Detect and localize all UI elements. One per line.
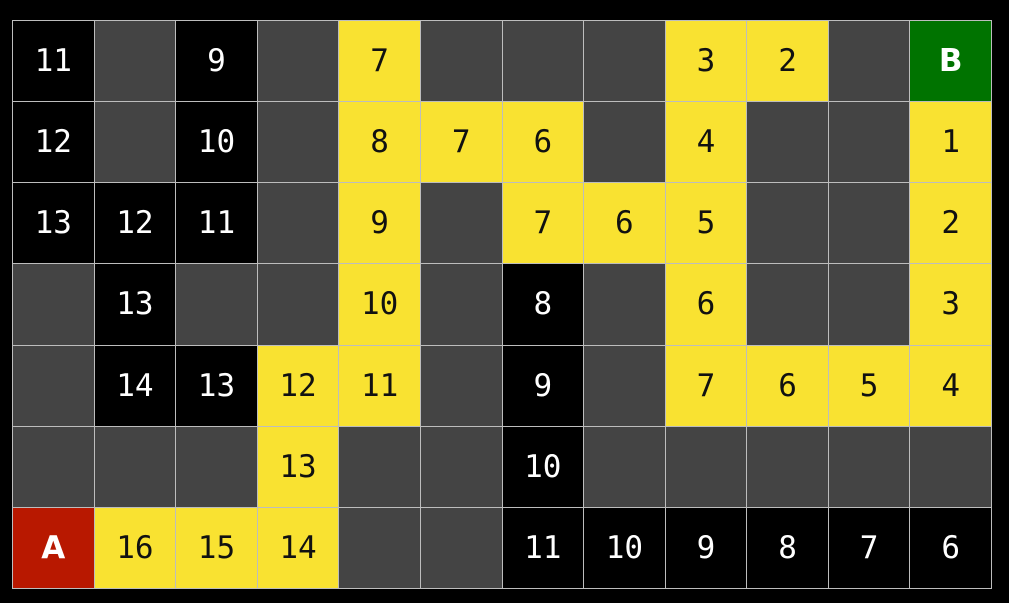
path-cell: 6 bbox=[584, 183, 666, 265]
path-cell: 16 bbox=[94, 507, 177, 589]
path-cell: 11 bbox=[339, 345, 421, 427]
wall-cell bbox=[828, 183, 911, 265]
explored-cell: 9 bbox=[502, 345, 585, 427]
wall-cell bbox=[747, 264, 829, 346]
wall-cell bbox=[584, 426, 666, 508]
wall-cell bbox=[584, 21, 666, 103]
wall-cell bbox=[13, 345, 95, 427]
explored-cell: 13 bbox=[13, 183, 95, 265]
path-cell: 4 bbox=[665, 102, 748, 184]
path-cell: 6 bbox=[665, 264, 748, 346]
explored-cell: 9 bbox=[665, 507, 748, 589]
wall-cell bbox=[665, 426, 748, 508]
wall-cell bbox=[420, 507, 503, 589]
wall-cell bbox=[420, 345, 503, 427]
wall-cell bbox=[420, 21, 503, 103]
path-cell: 13 bbox=[257, 426, 340, 508]
explored-cell: 10 bbox=[584, 507, 666, 589]
wall-cell bbox=[13, 264, 95, 346]
wall-cell bbox=[747, 426, 829, 508]
explored-cell: 13 bbox=[176, 345, 258, 427]
wall-cell bbox=[176, 426, 258, 508]
explored-cell: 6 bbox=[910, 507, 992, 589]
wall-cell bbox=[584, 345, 666, 427]
start-cell: A bbox=[13, 507, 95, 589]
path-cell: 2 bbox=[747, 21, 829, 103]
wall-cell bbox=[257, 183, 340, 265]
path-cell: 12 bbox=[257, 345, 340, 427]
path-cell: 1 bbox=[910, 102, 992, 184]
wall-cell bbox=[828, 426, 911, 508]
path-cell: 3 bbox=[910, 264, 992, 346]
wall-cell bbox=[502, 21, 585, 103]
explored-cell: 8 bbox=[747, 507, 829, 589]
explored-cell: 7 bbox=[828, 507, 911, 589]
wall-cell bbox=[257, 21, 340, 103]
path-cell: 6 bbox=[502, 102, 585, 184]
path-cell: 3 bbox=[665, 21, 748, 103]
path-cell: 15 bbox=[176, 507, 258, 589]
goal-cell: B bbox=[910, 21, 992, 103]
explored-cell: 11 bbox=[13, 21, 95, 103]
path-cell: 4 bbox=[910, 345, 992, 427]
wall-cell bbox=[420, 183, 503, 265]
explored-cell: 12 bbox=[94, 183, 177, 265]
explored-cell: 10 bbox=[176, 102, 258, 184]
explored-cell: 11 bbox=[176, 183, 258, 265]
path-cell: 8 bbox=[339, 102, 421, 184]
wall-cell bbox=[584, 264, 666, 346]
wall-cell bbox=[176, 264, 258, 346]
explored-cell: 14 bbox=[94, 345, 177, 427]
path-cell: 7 bbox=[339, 21, 421, 103]
maze-grid: 11 9 7 3 2 B 12 10 8 7 6 4 1 13 12 11 9 7 6 5 2 13 10 8 6 3 14 13 12… bbox=[12, 20, 992, 589]
path-cell: 6 bbox=[747, 345, 829, 427]
path-cell: 7 bbox=[420, 102, 503, 184]
wall-cell bbox=[828, 102, 911, 184]
explored-cell: 10 bbox=[502, 426, 585, 508]
wall-cell bbox=[747, 102, 829, 184]
wall-cell bbox=[94, 21, 177, 103]
path-cell: 7 bbox=[665, 345, 748, 427]
wall-cell bbox=[910, 426, 992, 508]
wall-cell bbox=[420, 264, 503, 346]
explored-cell: 8 bbox=[502, 264, 585, 346]
path-cell: 2 bbox=[910, 183, 992, 265]
wall-cell bbox=[13, 426, 95, 508]
path-cell: 9 bbox=[339, 183, 421, 265]
wall-cell bbox=[339, 426, 421, 508]
path-cell: 5 bbox=[828, 345, 911, 427]
explored-cell: 9 bbox=[176, 21, 258, 103]
explored-cell: 11 bbox=[502, 507, 585, 589]
wall-cell bbox=[257, 264, 340, 346]
path-cell: 10 bbox=[339, 264, 421, 346]
wall-cell bbox=[584, 102, 666, 184]
path-cell: 7 bbox=[502, 183, 585, 265]
path-cell: 14 bbox=[257, 507, 340, 589]
wall-cell bbox=[420, 426, 503, 508]
wall-cell bbox=[94, 102, 177, 184]
wall-cell bbox=[828, 264, 911, 346]
wall-cell bbox=[339, 507, 421, 589]
explored-cell: 13 bbox=[94, 264, 177, 346]
wall-cell bbox=[747, 183, 829, 265]
path-cell: 5 bbox=[665, 183, 748, 265]
wall-cell bbox=[94, 426, 177, 508]
explored-cell: 12 bbox=[13, 102, 95, 184]
wall-cell bbox=[828, 21, 911, 103]
wall-cell bbox=[257, 102, 340, 184]
